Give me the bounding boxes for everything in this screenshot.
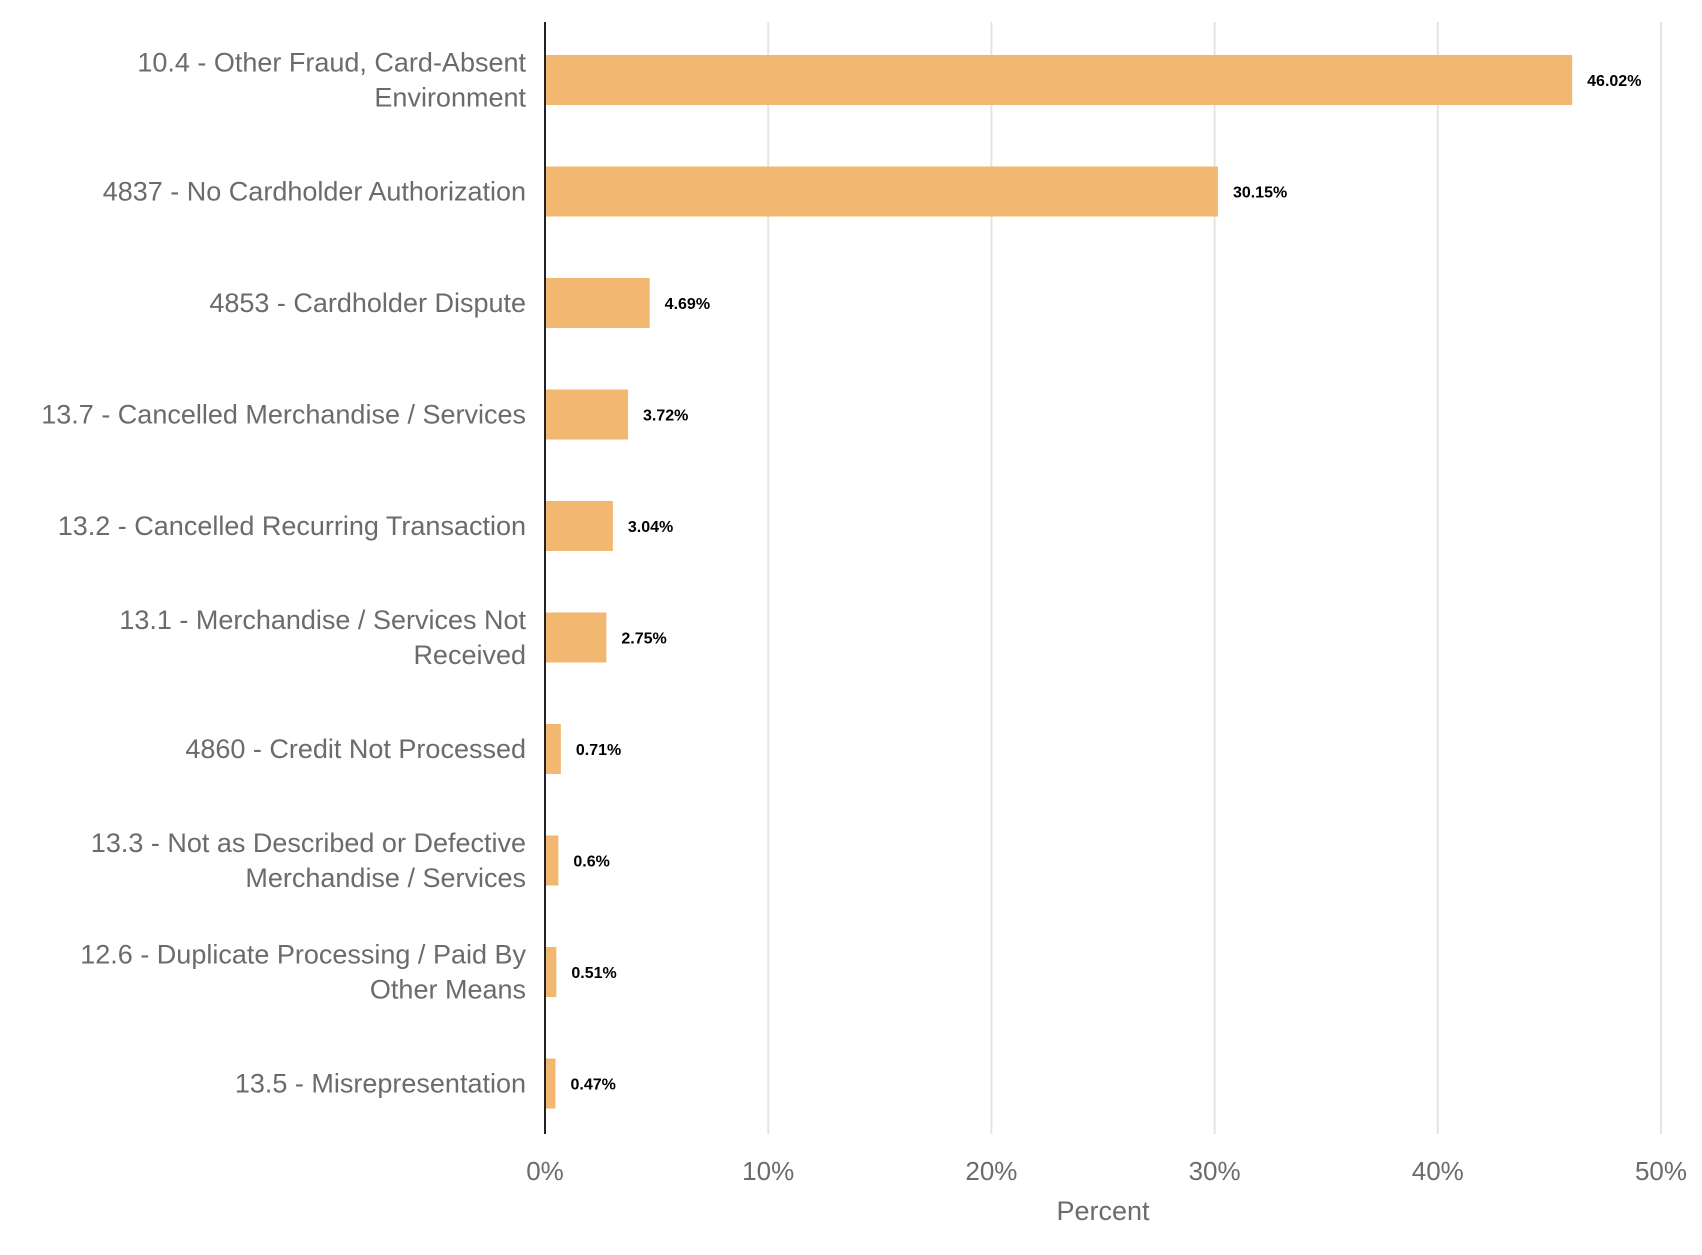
data-label-4: 3.72% [643,408,688,425]
category-label-line: Received [413,640,526,670]
x-tick-label-10: 10% [742,1156,794,1186]
x-axis-title: Percent [1056,1196,1150,1226]
category-label-line: Environment [374,83,526,113]
category-label-8: 13.3 - Not as Described or Defective Merc… [91,828,526,893]
category-label-line: 13.3 - Not as Described or Defective [91,828,526,858]
category-label-7: 4860 - Credit Not Processed [185,734,526,764]
category-label-line: 4860 - Credit Not Processed [185,734,526,764]
category-label-line: 4853 - Cardholder Dispute [209,288,526,318]
category-label-line: 10.4 - Other Fraud, Card-Absent [137,48,526,78]
data-label-1: 46.02% [1587,73,1641,90]
bar-5 [545,501,613,551]
category-label-line: Merchandise / Services [245,863,526,893]
bar-8 [545,835,559,886]
bar-6 [545,612,607,663]
x-tick-labels: 0% 10% 20% 30% 40% 50% [526,1156,1687,1186]
bars [545,55,1573,1109]
data-labels: 46.02% 30.15% 4.69% 3.72% 3.04% 2.75% 0.71% 0.6… [570,73,1641,1094]
x-tick-label-40: 40% [1412,1156,1464,1186]
x-tick-label-30: 30% [1189,1156,1241,1186]
bar-7 [545,724,561,774]
x-tick-label-0: 0% [526,1156,564,1186]
category-label-1: 10.4 - Other Fraud, Card-Absent Environme… [137,48,526,113]
category-label-line: Other Means [370,975,526,1005]
category-label-line: 13.1 - Merchandise / Services Not [119,605,526,635]
bar-1 [545,55,1573,105]
data-label-7: 0.71% [576,742,621,759]
data-label-8: 0.6% [573,854,609,871]
data-label-6: 2.75% [621,631,666,648]
x-tick-label-20: 20% [965,1156,1017,1186]
data-label-3: 4.69% [665,296,710,313]
category-label-line: 12.6 - Duplicate Processing / Paid By [80,940,526,970]
category-labels: 10.4 - Other Fraud, Card-Absent Environme… [41,48,526,1099]
category-label-5: 13.2 - Cancelled Recurring Transaction [58,511,526,541]
category-label-9: 12.6 - Duplicate Processing / Paid By Oth… [80,940,526,1005]
category-label-4: 13.7 - Cancelled Merchandise / Services [41,400,526,430]
x-tick-label-50: 50% [1635,1156,1687,1186]
bar-10 [545,1058,556,1109]
bar-3 [545,278,650,328]
category-label-6: 13.1 - Merchandise / Services Not Receive… [119,605,526,670]
data-label-5: 3.04% [628,519,673,536]
category-label-3: 4853 - Cardholder Dispute [209,288,526,318]
data-label-2: 30.15% [1233,185,1287,202]
bar-9 [545,947,557,997]
category-label-2: 4837 - No Cardholder Authorization [103,177,526,207]
category-label-line: 4837 - No Cardholder Authorization [103,177,526,207]
category-label-line: 13.2 - Cancelled Recurring Transaction [58,511,526,541]
bar-4 [545,389,629,440]
category-label-10: 13.5 - Misrepresentation [235,1069,526,1099]
category-label-line: 13.5 - Misrepresentation [235,1069,526,1099]
bar-2 [545,166,1218,217]
category-label-line: 13.7 - Cancelled Merchandise / Services [41,400,526,430]
data-label-10: 0.47% [570,1077,615,1094]
data-label-9: 0.51% [571,965,616,982]
